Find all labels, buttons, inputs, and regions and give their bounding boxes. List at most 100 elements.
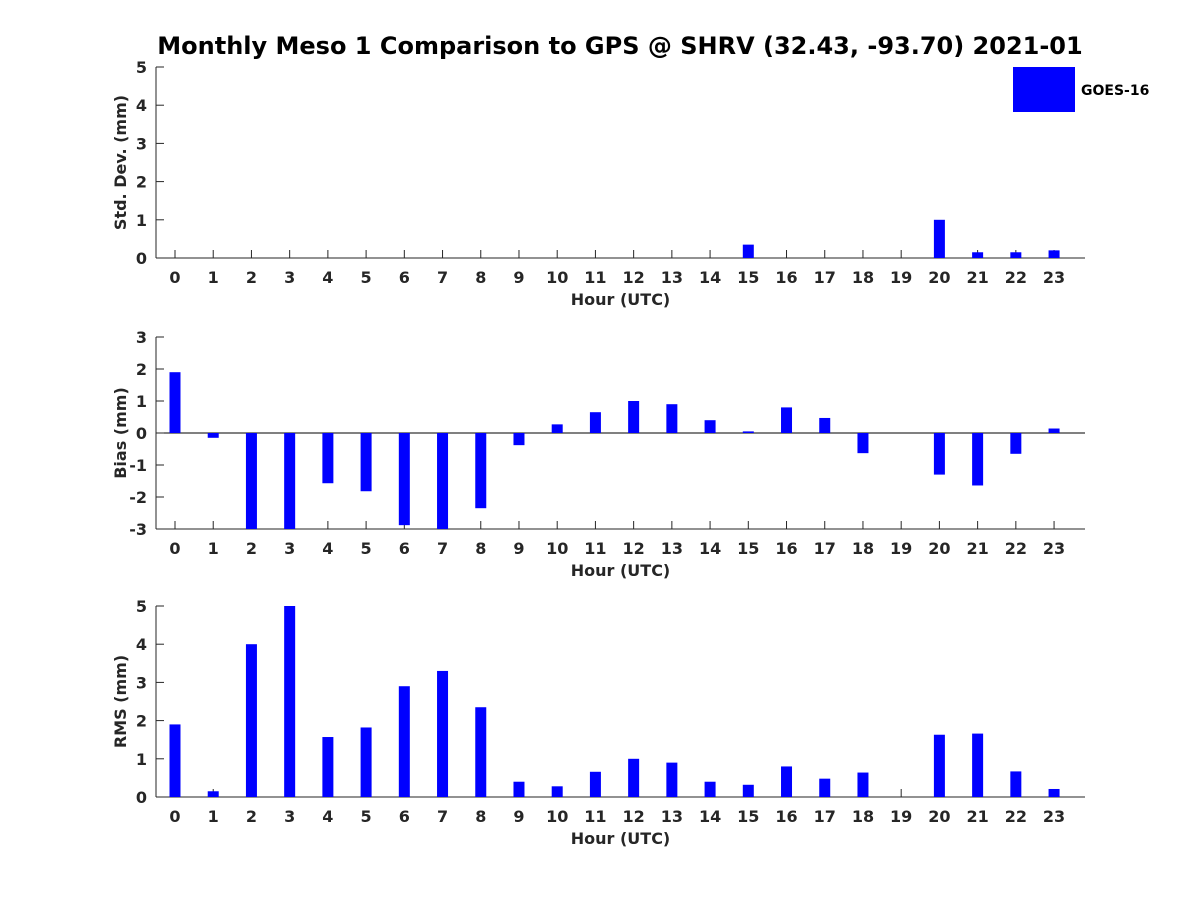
x-tick-label: 20 — [928, 539, 950, 558]
bar-hour-6 — [398, 433, 410, 526]
bar-hour-5 — [360, 727, 372, 797]
x-tick-label: 23 — [1043, 268, 1065, 287]
y-tick-label: -1 — [129, 456, 147, 475]
x-tick-label: 21 — [966, 807, 988, 826]
bar-hour-10 — [551, 424, 563, 433]
bar-hour-7 — [437, 670, 449, 797]
x-tick-label: 6 — [399, 539, 410, 558]
x-tick-label: 3 — [284, 807, 295, 826]
x-tick-label: 4 — [322, 268, 333, 287]
x-tick-label: 17 — [814, 807, 836, 826]
bar-hour-13 — [666, 404, 678, 433]
bar-hour-20 — [933, 433, 945, 475]
x-tick-label: 2 — [246, 807, 257, 826]
bar-hour-7 — [437, 433, 449, 529]
bar-hour-16 — [781, 766, 793, 797]
x-tick-label: 18 — [852, 268, 874, 287]
x-tick-label: 6 — [399, 268, 410, 287]
bar-hour-10 — [551, 786, 563, 797]
x-tick-label: 1 — [208, 539, 219, 558]
y-axis-label: RMS (mm) — [111, 655, 130, 748]
x-tick-label: 9 — [513, 807, 524, 826]
bar-hour-13 — [666, 762, 678, 797]
bar-hour-14 — [704, 781, 716, 797]
x-tick-label: 4 — [322, 807, 333, 826]
x-tick-label: 3 — [284, 539, 295, 558]
bar-hour-22 — [1010, 433, 1022, 454]
bar-hour-22 — [1010, 252, 1022, 258]
x-tick-label: 22 — [1005, 807, 1027, 826]
x-axis-label: Hour (UTC) — [571, 561, 671, 580]
bar-hour-8 — [475, 433, 487, 509]
x-tick-label: 12 — [623, 807, 645, 826]
x-tick-label: 9 — [513, 268, 524, 287]
x-tick-label: 1 — [208, 268, 219, 287]
x-axis-label: Hour (UTC) — [571, 829, 671, 848]
bar-hour-15 — [742, 244, 754, 258]
y-tick-label: 2 — [136, 360, 147, 379]
chart-title: Monthly Meso 1 Comparison to GPS @ SHRV … — [157, 32, 1082, 60]
x-tick-label: 20 — [928, 807, 950, 826]
y-tick-label: 5 — [136, 58, 147, 77]
x-tick-label: 11 — [584, 807, 606, 826]
x-tick-label: 7 — [437, 268, 448, 287]
x-tick-label: 8 — [475, 539, 486, 558]
y-tick-label: 5 — [136, 597, 147, 616]
legend: GOES-16 — [1013, 67, 1149, 112]
bar-hour-9 — [513, 433, 525, 446]
x-tick-label: 14 — [699, 539, 721, 558]
bar-hour-0 — [169, 724, 181, 797]
y-tick-label: 3 — [136, 673, 147, 692]
y-tick-label: 4 — [136, 96, 147, 115]
bar-hour-1 — [207, 791, 219, 797]
y-tick-label: 0 — [136, 424, 147, 443]
x-tick-label: 22 — [1005, 268, 1027, 287]
legend-label: GOES-16 — [1081, 83, 1149, 99]
y-tick-label: 1 — [136, 211, 147, 230]
x-tick-label: 14 — [699, 268, 721, 287]
x-tick-label: 21 — [966, 268, 988, 287]
x-tick-label: 17 — [814, 539, 836, 558]
x-tick-label: 16 — [775, 268, 797, 287]
x-tick-label: 12 — [623, 268, 645, 287]
y-tick-label: 0 — [136, 249, 147, 268]
bar-hour-16 — [781, 407, 793, 433]
bar-hour-12 — [628, 758, 640, 797]
x-tick-label: 15 — [737, 268, 759, 287]
bar-hour-18 — [857, 433, 869, 454]
y-tick-label: 3 — [136, 328, 147, 347]
y-tick-label: 1 — [136, 392, 147, 411]
x-tick-label: 20 — [928, 268, 950, 287]
bar-hour-11 — [589, 771, 601, 797]
y-tick-label: 2 — [136, 712, 147, 731]
x-tick-label: 0 — [169, 268, 180, 287]
x-tick-label: 16 — [775, 539, 797, 558]
x-tick-label: 5 — [361, 807, 372, 826]
bar-hour-3 — [284, 433, 296, 529]
bar-hour-21 — [972, 252, 984, 258]
x-tick-label: 23 — [1043, 539, 1065, 558]
bar-hour-17 — [819, 778, 831, 797]
x-tick-label: 19 — [890, 807, 912, 826]
x-tick-label: 10 — [546, 268, 568, 287]
bar-hour-23 — [1048, 788, 1060, 797]
x-axis-label: Hour (UTC) — [571, 290, 671, 309]
x-tick-label: 2 — [246, 539, 257, 558]
x-tick-label: 8 — [475, 268, 486, 287]
y-axis-label: Bias (mm) — [111, 387, 130, 479]
bar-hour-5 — [360, 433, 372, 492]
x-tick-label: 11 — [584, 268, 606, 287]
x-tick-label: 5 — [361, 539, 372, 558]
y-tick-label: 4 — [136, 635, 147, 654]
bar-hour-1 — [207, 433, 219, 438]
bar-hour-20 — [933, 734, 945, 797]
x-tick-label: 18 — [852, 539, 874, 558]
bar-hour-11 — [589, 412, 601, 433]
x-tick-label: 13 — [661, 539, 683, 558]
x-tick-label: 13 — [661, 268, 683, 287]
y-tick-label: -2 — [129, 488, 147, 507]
y-tick-label: 3 — [136, 134, 147, 153]
y-tick-label: -3 — [129, 520, 147, 539]
